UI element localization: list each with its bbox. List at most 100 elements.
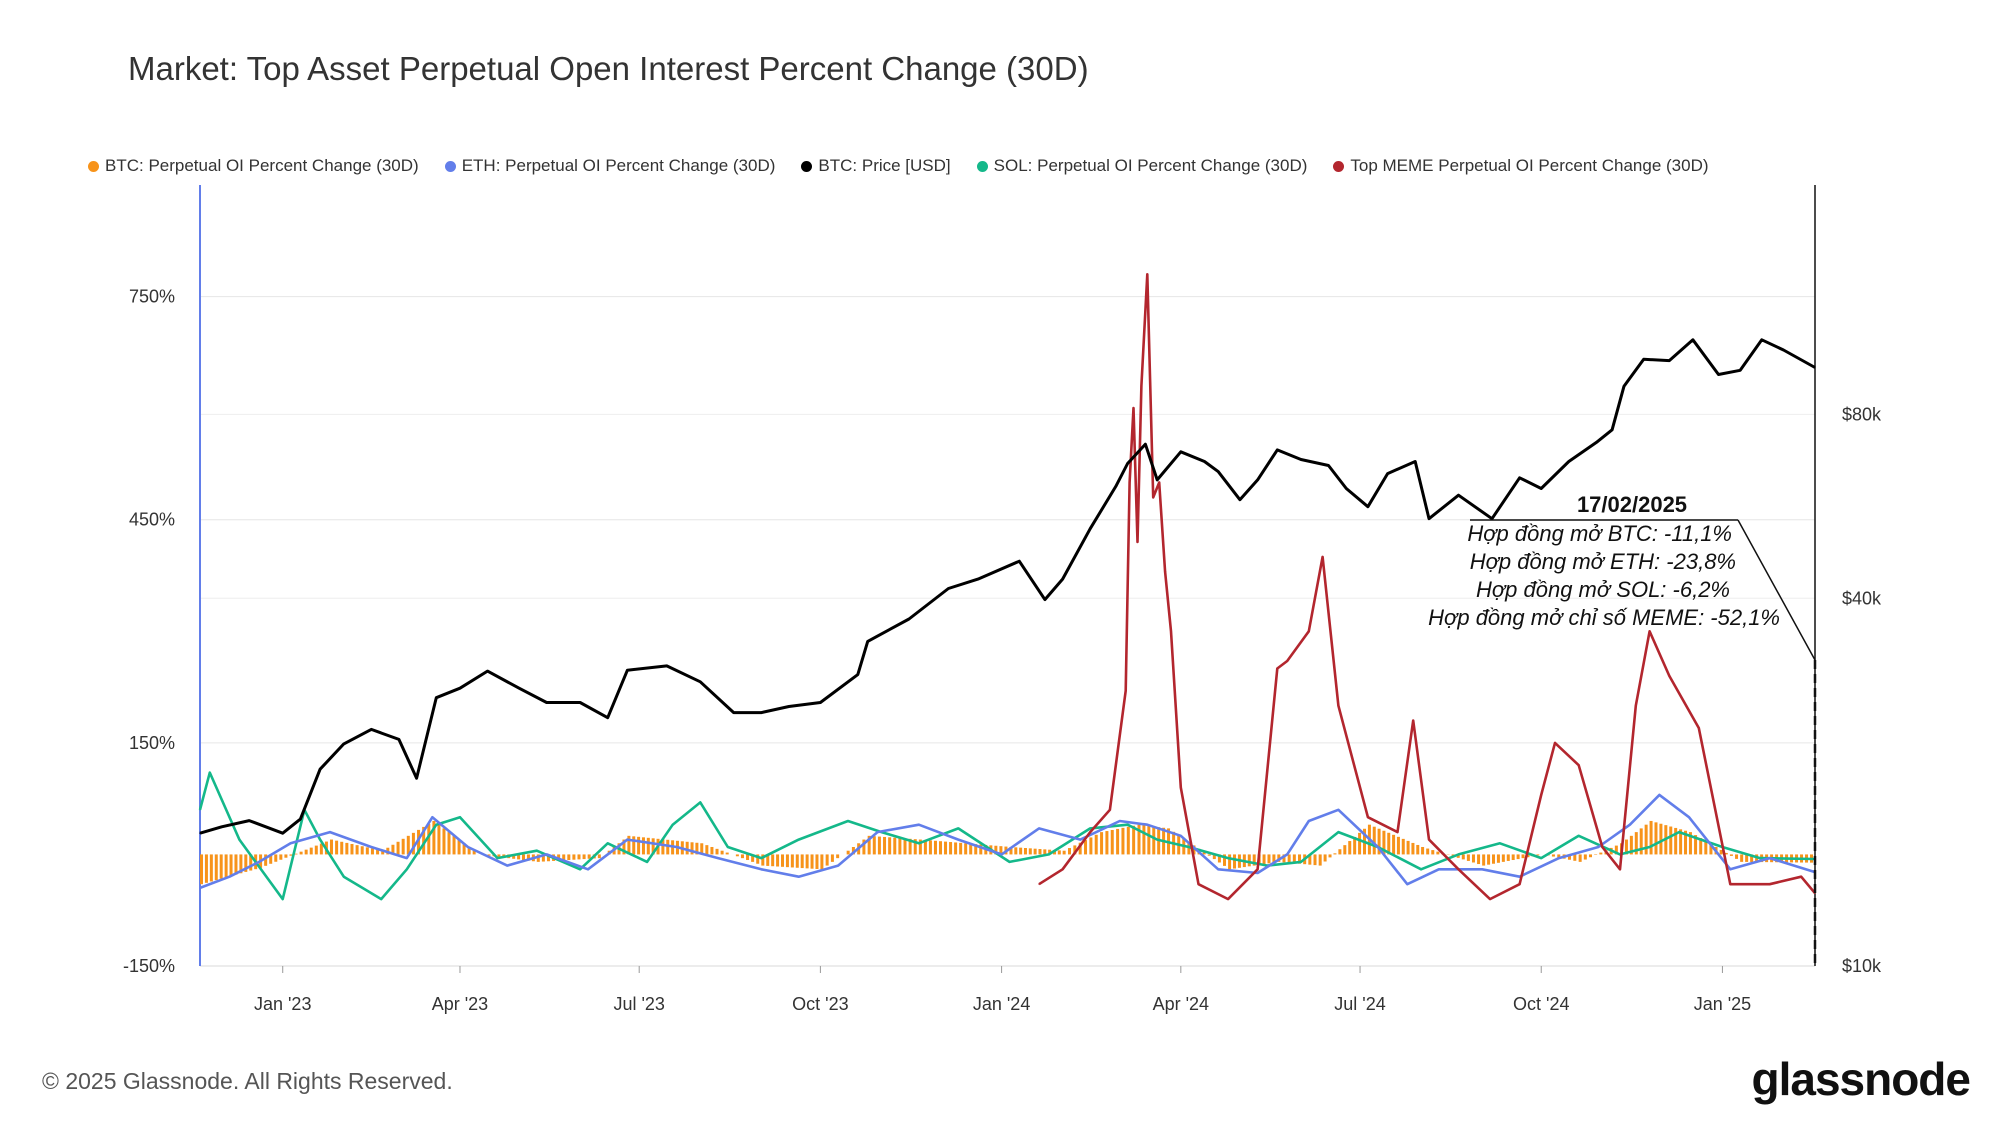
oi-bar (1750, 854, 1754, 862)
oi-bar (1729, 854, 1733, 856)
oi-bar (1333, 853, 1337, 855)
data-point (1540, 857, 1542, 859)
data-point (282, 898, 284, 900)
data-point (199, 809, 201, 811)
data-point (1115, 485, 1117, 487)
data-point (672, 824, 674, 826)
data-point (1759, 857, 1761, 859)
oi-bar (1599, 852, 1603, 855)
oi-bar (1526, 854, 1530, 858)
oi-bar (1313, 854, 1317, 866)
oi-bar (1252, 854, 1256, 866)
oi-bar (1094, 834, 1098, 855)
data-point (1481, 868, 1483, 870)
oi-bar (1202, 852, 1206, 855)
oi-bar (1207, 854, 1211, 856)
oi-bar (632, 836, 636, 855)
data-point (666, 665, 668, 667)
oi-bar (279, 854, 283, 860)
oi-bar (690, 842, 694, 855)
data-point (1197, 883, 1200, 885)
oi-bar (1298, 854, 1302, 864)
oi-bar (651, 838, 655, 855)
data-point (1158, 481, 1160, 484)
data-point (1257, 868, 1259, 870)
oi-bar (903, 838, 907, 855)
data-point (760, 857, 762, 859)
oi-bar (457, 839, 461, 855)
oi-bar (756, 854, 760, 864)
oi-bar (1062, 850, 1066, 855)
data-point (1648, 846, 1651, 848)
oi-bar (1688, 832, 1692, 855)
oi-bar (1262, 854, 1266, 865)
legend-item-eth-oi[interactable]: ETH: Perpetual OI Percent Change (30D) (444, 156, 775, 176)
oi-bar (1089, 837, 1093, 855)
oi-bar (224, 854, 228, 878)
data-point (221, 826, 223, 828)
legend-label: BTC: Perpetual OI Percent Change (30D) (105, 156, 419, 175)
data-point (1044, 599, 1046, 601)
oi-bar (1358, 832, 1362, 855)
legend-dot-icon (1333, 160, 1345, 172)
oi-bar (1421, 846, 1425, 855)
data-point (1008, 861, 1011, 863)
brand-logo[interactable]: glassnode (1751, 1053, 1971, 1105)
data-point (699, 681, 701, 683)
oi-bar (299, 851, 303, 855)
data-point (1540, 794, 1542, 796)
oi-bar (1466, 854, 1470, 861)
data-point (918, 842, 920, 844)
data-point (1322, 556, 1324, 558)
oi-bar (781, 854, 785, 867)
legend-item-btc-oi[interactable]: BTC: Perpetual OI Percent Change (30D) (88, 156, 419, 176)
data-point (467, 846, 469, 848)
oi-bar (350, 844, 354, 855)
oi-bar (401, 838, 405, 855)
legend-item-sol-oi[interactable]: SOL: Perpetual OI Percent Change (30D) (976, 156, 1307, 176)
legend-item-meme-oi[interactable]: Top MEME Perpetual OI Percent Change (30… (1333, 156, 1709, 176)
data-point (459, 687, 461, 689)
data-point (1327, 464, 1330, 467)
oi-bar (239, 854, 243, 874)
data-point (1611, 429, 1613, 431)
data-point (579, 701, 581, 704)
oi-bar (289, 854, 293, 856)
oi-bar (234, 854, 238, 875)
data-point (1146, 824, 1148, 826)
oi-bar (517, 854, 521, 860)
y-right-tick-label: $80k (1842, 404, 1882, 424)
data-point (1595, 441, 1597, 443)
data-point (209, 772, 211, 774)
tooltip-annotation: 17/02/2025 Hợp đồng mở BTC: -11,1% Hợp đ… (1428, 492, 1817, 966)
data-point (1769, 883, 1771, 885)
oi-bar (1078, 842, 1082, 855)
oi-bar (1461, 854, 1465, 860)
oi-bar (1110, 829, 1114, 855)
oi-bar (883, 836, 887, 855)
oi-bar (472, 850, 476, 855)
legend-item-btc-price[interactable]: BTC: Price [USD] (801, 156, 951, 176)
data-point (646, 861, 648, 863)
oi-bar (1492, 854, 1495, 864)
oi-bar (497, 854, 501, 857)
data-point (1729, 868, 1731, 870)
data-point (587, 868, 589, 870)
oi-bar (1724, 852, 1728, 855)
data-point (1217, 868, 1219, 870)
oi-bar (685, 841, 689, 855)
oi-bar (1659, 823, 1663, 855)
oi-bar (1521, 854, 1525, 859)
annotation-meme-oi: Hợp đồng mở chỉ số MEME: -52,1% (1428, 605, 1780, 630)
oi-bar (1228, 854, 1232, 870)
oi-bar (790, 854, 794, 868)
oi-bar (1694, 835, 1698, 855)
oi-bar (304, 849, 308, 855)
data-point (1635, 705, 1637, 707)
data-point (733, 711, 735, 714)
oi-bar (1212, 854, 1216, 860)
data-point (1276, 667, 1278, 670)
data-point (1180, 835, 1182, 837)
oi-bar (1644, 824, 1648, 855)
